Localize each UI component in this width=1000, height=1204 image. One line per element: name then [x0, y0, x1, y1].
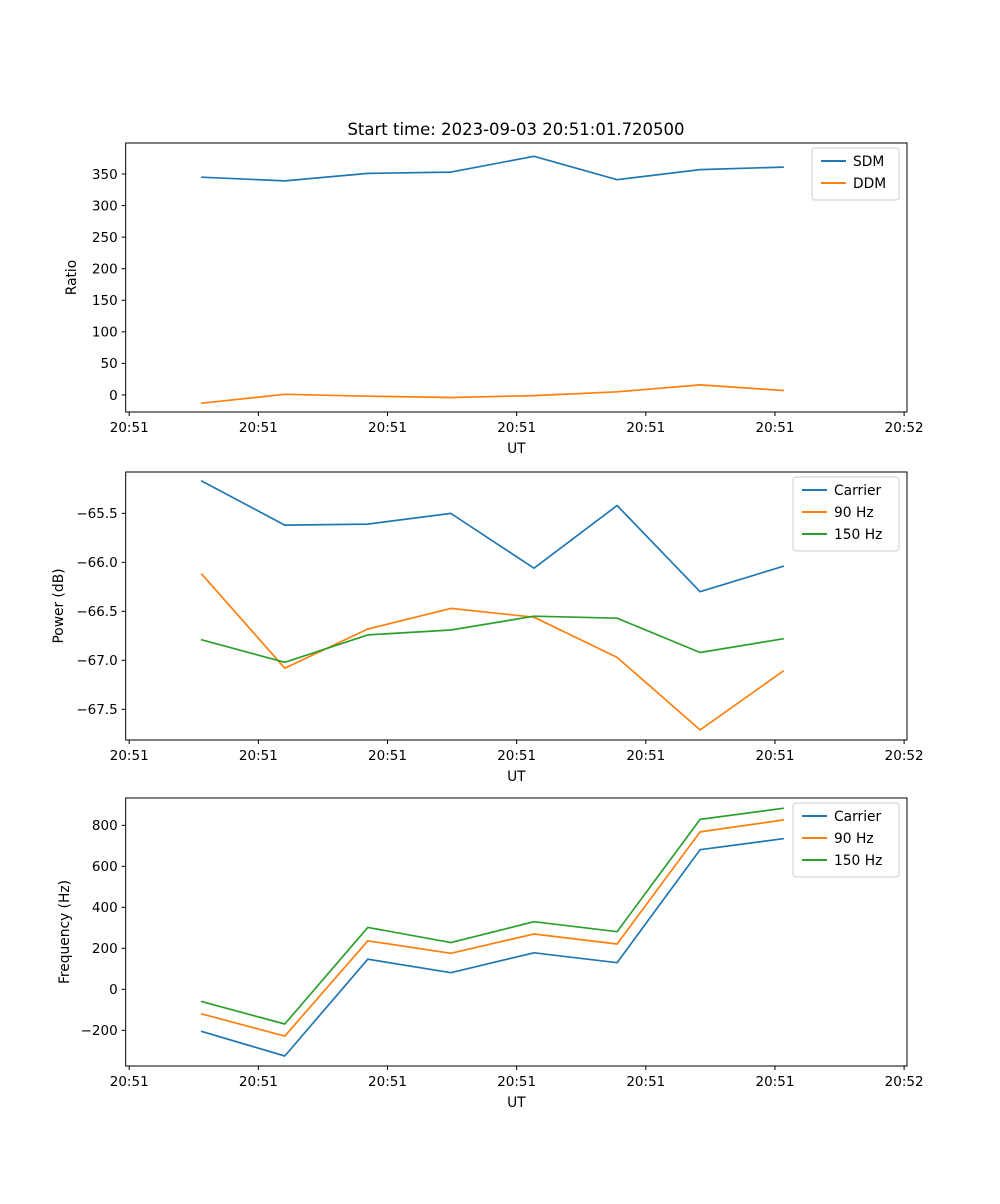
axes-frame	[125, 797, 908, 1067]
x-tick-label: 20:51	[497, 420, 536, 436]
y-tick-label: −66.0	[76, 555, 117, 571]
y-axis-label: Frequency (Hz)	[57, 880, 73, 984]
legend-label: Carrier	[834, 483, 882, 499]
x-tick-label: 20:51	[756, 748, 795, 764]
x-tick-label: 20:51	[756, 420, 795, 436]
x-tick-label: 20:52	[885, 748, 924, 764]
axes-frame	[125, 471, 908, 741]
legend-label: 90 Hz	[834, 831, 874, 847]
legend-box	[792, 802, 900, 878]
y-tick-label: −200	[81, 1023, 118, 1039]
x-axis-label: UT	[507, 1095, 526, 1111]
power-chart: −65.5 −66.0 −66.5 −67.0 −67.5 20:51 20:51 20:51…	[51, 471, 924, 785]
y-tick-label: 100	[92, 325, 118, 341]
y-tick-label: 800	[92, 818, 118, 834]
x-tick-label: 20:51	[756, 1074, 795, 1090]
y-tick-label: −66.5	[76, 604, 117, 620]
y-tick-label: −65.5	[76, 506, 117, 522]
frequency-series-150-hz-line	[200, 807, 785, 1025]
legend-label: SDM	[853, 154, 884, 170]
x-tick-label: 20:51	[110, 1074, 149, 1090]
y-axis-label: Power (dB)	[51, 568, 67, 643]
x-tick-label: 20:52	[885, 1074, 924, 1090]
power-series-150-hz-line	[200, 615, 785, 664]
x-tick-label: 20:51	[368, 1074, 407, 1090]
x-tick-label: 20:51	[497, 1074, 536, 1090]
legend-box	[792, 476, 900, 552]
frequency-series-carrier-line	[200, 837, 785, 1057]
legend-label: Carrier	[834, 809, 882, 825]
y-tick-label: 50	[101, 356, 118, 372]
x-tick-label: 20:51	[497, 748, 536, 764]
y-tick-label: 200	[92, 941, 118, 957]
y-tick-label: 250	[92, 230, 118, 246]
ratio-series-sdm-line	[200, 155, 785, 182]
y-tick-label: 300	[92, 198, 118, 214]
y-tick-label: 0	[109, 388, 118, 404]
y-tick-label: 600	[92, 859, 118, 875]
x-tick-label: 20:51	[626, 420, 665, 436]
y-tick-label: 150	[92, 293, 118, 309]
x-tick-label: 20:51	[239, 1074, 278, 1090]
frequency-series-90-hz-line	[200, 819, 785, 1037]
y-tick-label: 0	[109, 982, 118, 998]
y-tick-label: 400	[92, 900, 118, 916]
legend-label: 150 Hz	[834, 853, 882, 869]
x-tick-label: 20:51	[368, 420, 407, 436]
power-series-90-hz-line	[200, 573, 785, 731]
y-tick-label: −67.0	[76, 653, 117, 669]
legend-label: 150 Hz	[834, 527, 882, 543]
x-tick-label: 20:51	[626, 748, 665, 764]
power-series-carrier-line	[200, 480, 785, 593]
y-tick-label: 200	[92, 261, 118, 277]
x-axis-label: UT	[507, 441, 526, 457]
figure-title: Start time: 2023-09-03 20:51:01.720500	[347, 120, 685, 139]
legend-label: 90 Hz	[834, 505, 874, 521]
x-axis-label: UT	[507, 769, 526, 785]
x-tick-label: 20:51	[110, 420, 149, 436]
y-tick-label: 350	[92, 167, 118, 183]
x-tick-label: 20:51	[239, 748, 278, 764]
legend-label: DDM	[853, 176, 886, 192]
x-tick-label: 20:51	[110, 748, 149, 764]
axes-frame	[125, 142, 908, 413]
x-tick-label: 20:51	[626, 1074, 665, 1090]
y-tick-label: −67.5	[76, 702, 117, 718]
ratio-chart: 0 50 100 150 200 250 300 350 20:51 20:51 20:51 20:5…	[64, 142, 924, 457]
y-axis-label: Ratio	[64, 260, 80, 295]
x-tick-label: 20:51	[239, 420, 278, 436]
x-tick-label: 20:52	[885, 420, 924, 436]
ratio-series-ddm-line	[200, 384, 785, 405]
x-tick-label: 20:51	[368, 748, 407, 764]
frequency-chart: −200 0 200 400 600 800 20:51 20:51 20:51 20:51 20:…	[57, 797, 924, 1111]
